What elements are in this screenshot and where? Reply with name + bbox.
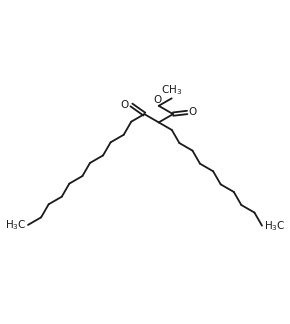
Text: O: O <box>188 108 196 117</box>
Text: O: O <box>120 100 129 110</box>
Text: H$_3$C: H$_3$C <box>5 218 26 232</box>
Text: O: O <box>154 95 162 105</box>
Text: H$_3$C: H$_3$C <box>264 219 285 233</box>
Text: CH$_3$: CH$_3$ <box>161 84 182 98</box>
